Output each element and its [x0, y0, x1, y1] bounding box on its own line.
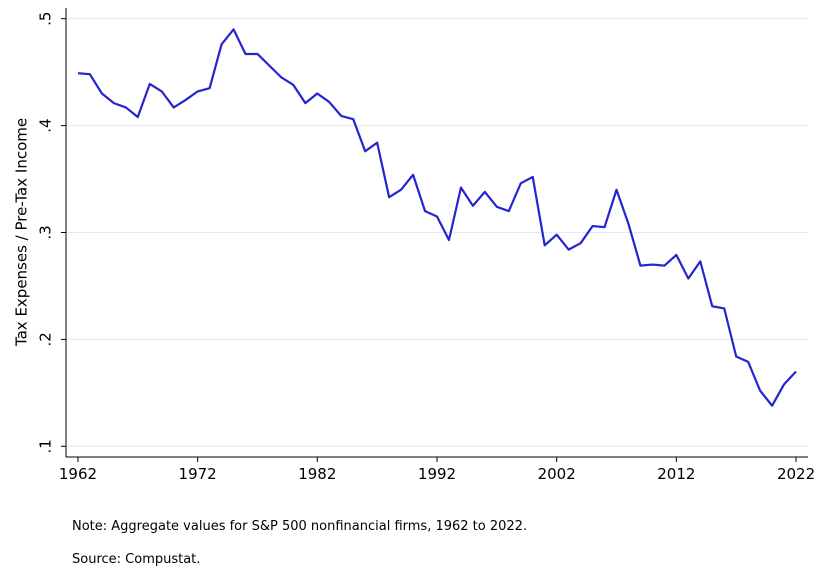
x-tick-label: 1992 — [418, 465, 456, 483]
x-tick-label: 1982 — [298, 465, 336, 483]
x-tick-label: 2022 — [777, 465, 815, 483]
x-tick-label: 1972 — [179, 465, 217, 483]
y-tick-label: .1 — [37, 439, 55, 453]
data-line — [77, 28, 797, 407]
note: Note: Aggregate values for S&P 500 nonfi… — [72, 519, 527, 534]
y-tick-label: .4 — [37, 118, 55, 132]
y-axis-label: Tax Expenses / Pre-Tax Income — [13, 118, 31, 347]
y-tick-label: .3 — [37, 225, 55, 239]
y-tick-label: .2 — [37, 332, 55, 346]
x-tick-label: 1962 — [59, 465, 97, 483]
note: Source: Compustat. — [72, 552, 200, 567]
y-tick-label: .5 — [37, 12, 55, 26]
x-tick-label: 2002 — [538, 465, 576, 483]
x-tick-label: 2012 — [657, 465, 695, 483]
